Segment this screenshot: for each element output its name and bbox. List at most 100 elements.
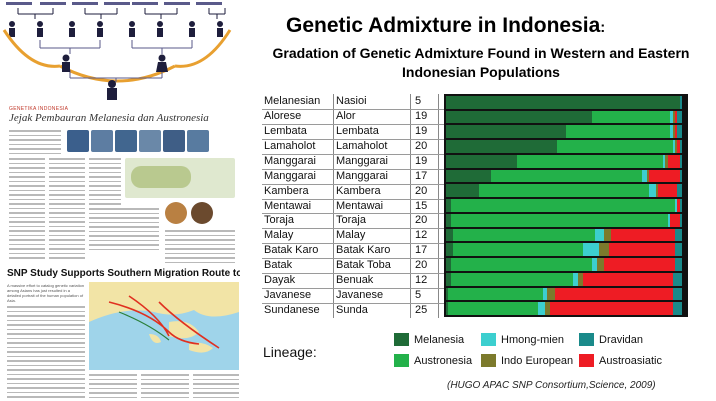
bar-segment-melanesia — [446, 154, 517, 168]
table-cell-population: Malay — [336, 229, 366, 242]
table-cell-group: Dayak — [264, 274, 296, 287]
table-cell-population: Mentawai — [336, 199, 384, 212]
table-cell-group: Toraja — [264, 214, 294, 227]
bar-segment-indo-european — [672, 110, 675, 124]
table-cell-group: Lamaholot — [264, 139, 316, 152]
admixture-bar-chart — [444, 94, 688, 317]
bar-segment-austronesia — [450, 272, 574, 286]
table-row-divider — [262, 303, 444, 305]
table-row-divider — [262, 198, 444, 200]
article-clipping: GENETIKA INDONESIA Jejak Pembauran Melan… — [5, 104, 240, 266]
bar-segment-melanesia — [446, 258, 451, 271]
table-cell-group: Melanesian — [264, 95, 321, 107]
bar-segment-austronesia — [479, 184, 649, 198]
table-row: Kambera Kambera 20 — [262, 184, 444, 200]
table-cell-population: Sunda — [336, 304, 368, 317]
bar-manggarai — [446, 169, 682, 183]
population-table: Melanesian Nasioi 5 Alorese Alor 19 Lembata Lem… — [262, 94, 444, 318]
snp-study-clipping: SNP Study Supports Southern Migration Ro… — [5, 266, 240, 400]
bar-segment-austroasiatic — [674, 125, 678, 139]
bar-segment-hmong-mien — [538, 302, 546, 315]
bar-segment-dravidan — [679, 199, 682, 212]
table-row: Lembata Lembata 19 — [262, 124, 444, 140]
table-row: Manggarai Manggarai 19 — [262, 154, 444, 170]
table-cell-population: Toraja — [336, 214, 366, 227]
table-cell-n: 20 — [415, 139, 428, 152]
bar-batak-karo — [446, 243, 682, 257]
bar-segment-dravidan — [677, 110, 682, 124]
bar-segment-indo-european — [604, 228, 612, 242]
bar-segment-austroasiatic — [549, 302, 673, 315]
bar-segment-melanesia — [446, 272, 451, 286]
table-cell-n: 17 — [415, 169, 428, 182]
bar-segment-austronesia — [490, 169, 642, 183]
bar-segment-austroasiatic — [611, 228, 675, 242]
bar-segment-austronesia — [450, 213, 668, 227]
legend-swatch — [394, 354, 409, 367]
table-row-divider — [262, 153, 444, 155]
table-cell-group: Batak Karo — [264, 244, 319, 257]
bar-sunda — [446, 302, 682, 315]
bar-segment-indo-european — [674, 140, 678, 153]
table-cell-group: Manggarai — [264, 169, 316, 182]
table-cell-group: Mentawai — [264, 199, 312, 212]
table-cell-population: Batak Karo — [336, 244, 391, 257]
slide-title: Genetic Admixture in Indonesia: — [286, 14, 605, 38]
slide-subtitle: Gradation of Genetic Admixture Found in … — [272, 45, 690, 80]
table-cell-group: Lembata — [264, 124, 307, 137]
table-cell-population: Manggarai — [336, 169, 388, 182]
table-cell-n: 19 — [415, 124, 428, 137]
table-cell-n: 19 — [415, 154, 428, 167]
bar-segment-hmong-mien — [542, 287, 548, 301]
bar-segment-hmong-mien — [582, 243, 600, 257]
legend-label: Hmong-mien — [501, 334, 564, 346]
bar-segment-dravidan — [677, 184, 682, 198]
bar-lamaholot — [446, 140, 682, 153]
bar-mentawai — [446, 199, 682, 212]
bar-segment-dravidan — [679, 96, 682, 109]
bar-segment-indo-european — [672, 125, 675, 139]
table-row-divider — [262, 108, 444, 110]
table-cell-n: 25 — [415, 304, 428, 317]
table-cell-population: Batak Toba — [336, 259, 391, 272]
bar-segment-austroasiatic — [582, 272, 673, 286]
table-row: Dayak Benuak 12 — [262, 273, 444, 289]
table-cell-n: 5 — [415, 95, 422, 107]
bar-segment-melanesia — [446, 110, 593, 124]
table-row: Toraja Toraja 20 — [262, 213, 444, 229]
bar-segment-melanesia — [446, 199, 451, 212]
pedigree-diagram — [0, 0, 235, 100]
bar-segment-dravidan — [677, 125, 682, 139]
bar-segment-austroasiatic — [608, 243, 675, 257]
bar-segment-hmong-mien — [674, 199, 678, 212]
bar-segment-hmong-mien — [573, 272, 579, 286]
bar-segment-dravidan — [679, 213, 682, 227]
table-row: Mentawai Mentawai 15 — [262, 199, 444, 215]
bar-segment-austronesia — [450, 258, 593, 271]
bar-segment-dravidan — [672, 287, 682, 301]
table-row-divider — [262, 258, 444, 260]
table-cell-group: Sundanese — [264, 304, 320, 317]
bar-segment-melanesia — [446, 96, 680, 109]
bar-segment-austroasiatic — [554, 287, 673, 301]
bar-manggarai — [446, 154, 682, 168]
pedigree-svg — [2, 2, 232, 100]
table-column-divider — [438, 94, 439, 318]
bar-alor — [446, 110, 682, 124]
table-row: Lamaholot Lamaholot 20 — [262, 139, 444, 155]
table-row: Batak Batak Toba 20 — [262, 258, 444, 274]
bar-segment-hmong-mien — [670, 125, 673, 139]
chromosome-dots — [6, 2, 222, 5]
table-cell-n: 12 — [415, 229, 428, 242]
table-cell-n: 5 — [415, 289, 422, 302]
table-column-divider — [333, 94, 334, 318]
bar-segment-dravidan — [674, 228, 682, 242]
bar-segment-dravidan — [674, 258, 682, 271]
table-cell-population: Lembata — [336, 124, 379, 137]
legend-label: Austronesia — [414, 355, 473, 367]
bar-segment-dravidan — [679, 140, 682, 153]
legend-label: Indo European — [501, 355, 574, 367]
bar-segment-austroasiatic — [674, 110, 678, 124]
bar-segment-austroasiatic — [604, 258, 675, 271]
table-row: Manggarai Manggarai 17 — [262, 169, 444, 185]
